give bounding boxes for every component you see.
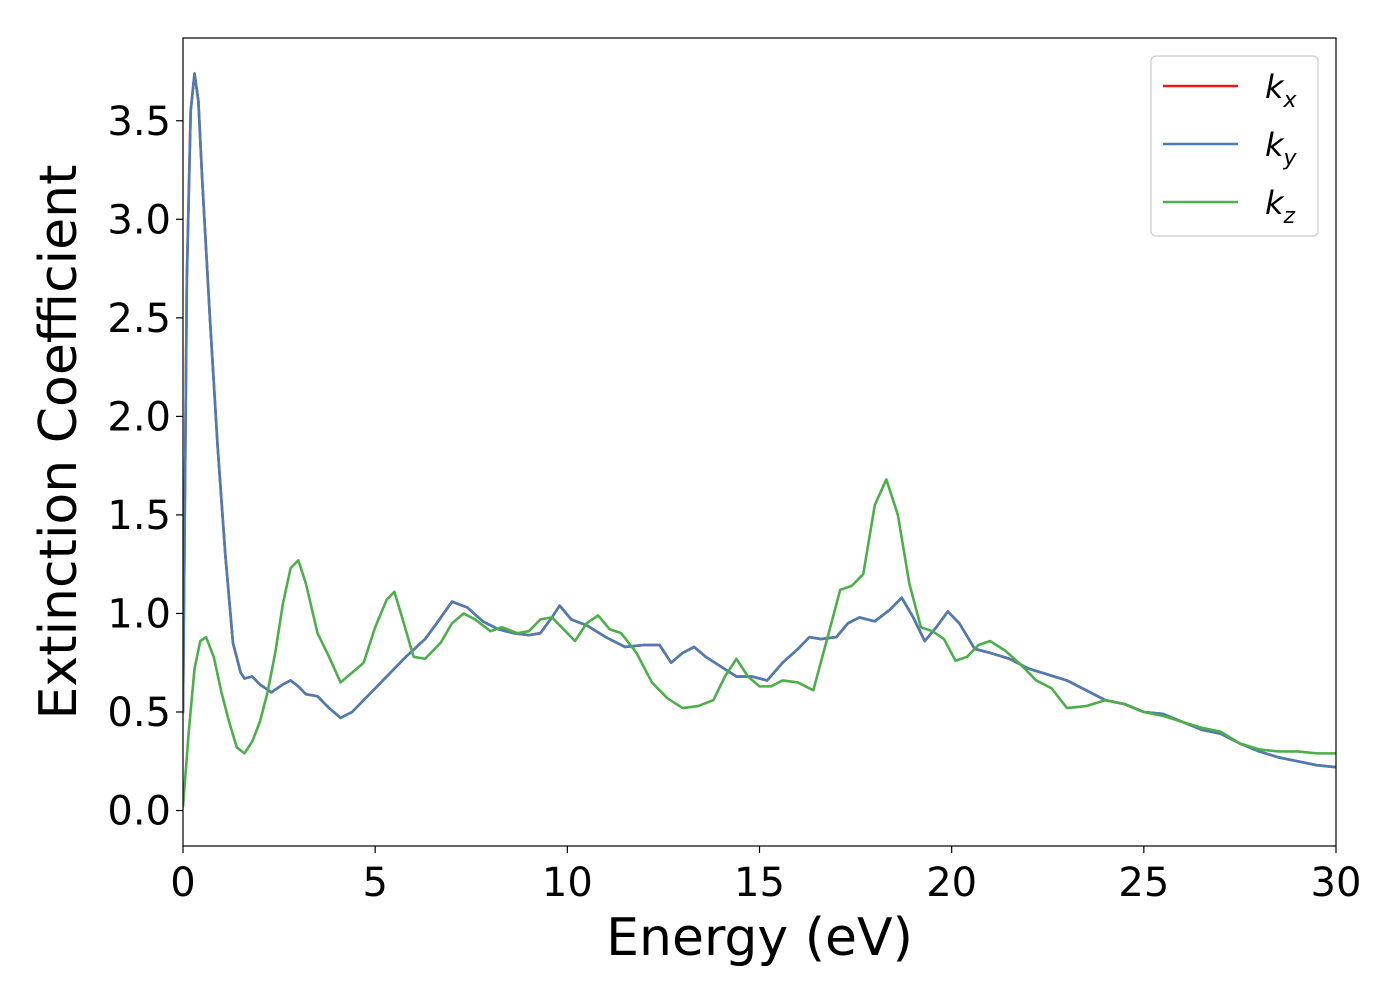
y-axis-label: Extinction Coefficient [29, 165, 89, 720]
y-tick-label: 1.5 [107, 493, 171, 539]
y-tick-label: 1.0 [107, 591, 171, 637]
x-axis-label: Energy (eV) [606, 908, 913, 968]
series-line-z [183, 478, 1336, 808]
legend-label-z: kz [1265, 184, 1296, 229]
x-tick-label: 0 [170, 860, 195, 906]
x-tick-label: 30 [1311, 860, 1362, 906]
series-line-y [183, 72, 1336, 769]
x-tick-label: 20 [926, 860, 977, 906]
x-tick-label: 25 [1118, 860, 1169, 906]
x-tick-label: 5 [362, 860, 387, 906]
y-tick-label: 3.5 [107, 99, 171, 145]
legend-label-x: kx [1265, 68, 1298, 113]
legend: kx ky kz [1150, 55, 1319, 237]
x-axis: 0 5 10 15 20 25 30 [170, 846, 1361, 906]
y-tick-label: 3.0 [107, 197, 171, 243]
x-tick-label: 10 [542, 860, 593, 906]
legend-label-y: ky [1265, 126, 1298, 171]
y-tick-label: 0.5 [107, 690, 171, 736]
y-axis: 0.0 0.5 1.0 1.5 2.0 2.5 3.0 3.5 [107, 99, 183, 835]
y-tick-label: 2.0 [107, 394, 171, 440]
legend-box [1150, 55, 1319, 237]
y-tick-label: 0.0 [107, 789, 171, 835]
y-tick-label: 2.5 [107, 296, 171, 342]
x-tick-label: 15 [734, 860, 785, 906]
